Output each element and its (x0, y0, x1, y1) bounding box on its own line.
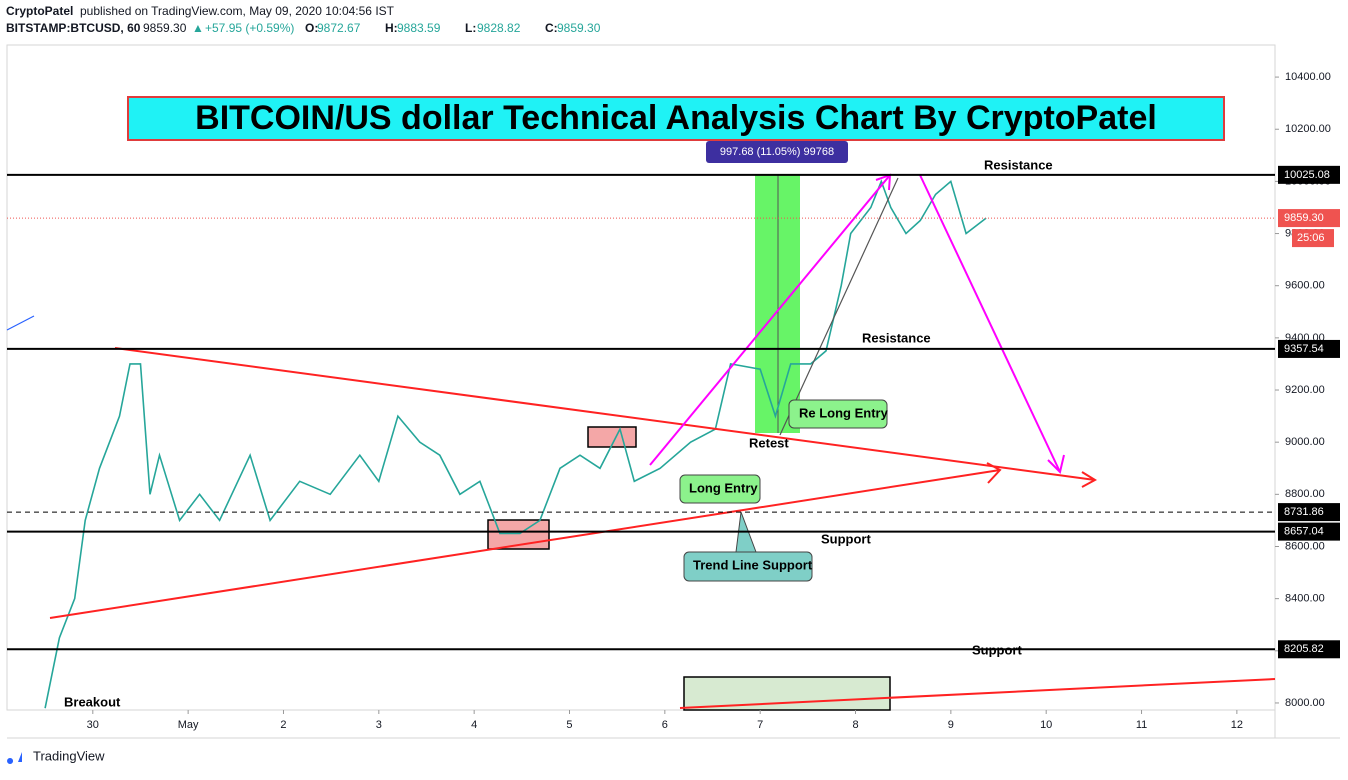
ohlc-value: 9883.59 (397, 21, 441, 35)
arrow-head (1081, 471, 1098, 488)
ohlc: O:9872.67 H: 9883.59 L: 9828.82 C: 9859.30 (305, 21, 601, 35)
level-tag (1278, 503, 1340, 522)
path-line (919, 174, 1061, 473)
path-line (649, 174, 891, 466)
y-tick-label: 8600.00 (1285, 540, 1325, 552)
ohlc-key: H: (385, 21, 398, 35)
y-tick-label: 9600.00 (1285, 280, 1325, 292)
trend-line (114, 347, 1096, 481)
annotation: Breakout (64, 694, 121, 709)
measure-box (706, 141, 848, 163)
axes: 8000.008200.008400.008600.008800.009000.… (7, 71, 1340, 731)
level-tag (1278, 522, 1340, 541)
projection-line (779, 177, 899, 436)
publisher: CryptoPatel (6, 4, 73, 18)
level-label: 8731.86 (1284, 506, 1324, 518)
annotation: Resistance (862, 330, 931, 345)
arrow-head (1047, 454, 1065, 474)
ohlc-key: L: (465, 21, 476, 35)
footer-brand: TradingView (33, 748, 105, 763)
callout (679, 474, 761, 504)
title-box (127, 96, 1225, 141)
ohlc-key: O: (305, 21, 318, 35)
y-tick-label: 10400.00 (1285, 71, 1331, 83)
y-tick-label: 8400.00 (1285, 593, 1325, 605)
published: published on TradingView.com, May 09, 20… (80, 4, 395, 18)
x-tick-label: 5 (566, 719, 572, 731)
x-tick-label: 7 (757, 719, 763, 731)
up-arrow: ▲ (192, 21, 204, 35)
annotation: Re Long Entry (799, 405, 889, 420)
level-label: 9357.54 (1284, 343, 1324, 355)
annotation: Retest (749, 435, 789, 450)
arrow-head (986, 462, 1002, 484)
x-tick-label: 3 (376, 719, 382, 731)
y-tick-label: 9200.00 (1285, 384, 1325, 396)
zone-box (683, 676, 891, 711)
brand-logo (7, 752, 22, 764)
annotation: Resistance (984, 157, 1053, 172)
change: +57.95 (+0.59%) (205, 21, 294, 35)
annotation: Long Entry (689, 480, 758, 495)
ohlc-value: 9828.82 (477, 21, 521, 35)
x-tick-label: 2 (280, 719, 286, 731)
trend-lines (6, 173, 1276, 709)
x-tick-label: May (178, 719, 199, 731)
x-tick-label: 10 (1040, 719, 1052, 731)
x-tick-label: 8 (852, 719, 858, 731)
price-line (44, 179, 987, 709)
x-tick-label: 30 (87, 719, 99, 731)
x-tick-label: 11 (1136, 719, 1147, 731)
countdown-label: 25:06 (1297, 232, 1325, 244)
ohlc-key: C: (545, 21, 558, 35)
callout (788, 399, 888, 429)
y-tick-label: 8000.00 (1285, 697, 1325, 709)
last-price-tag (1278, 209, 1340, 228)
arrow (6, 315, 35, 331)
level-tag (1278, 165, 1340, 184)
series-layer (44, 179, 987, 709)
level-tag (1278, 640, 1340, 659)
trend-line (679, 678, 1276, 709)
annotation: Support (821, 531, 871, 546)
x-tick-label: 12 (1231, 719, 1243, 731)
annotation: Trend Line Support (693, 557, 813, 572)
ohlc-value: 9872.67 (317, 21, 361, 35)
chart-title: BITCOIN/US dollar Technical Analysis Cha… (195, 99, 1157, 137)
annotations: ResistanceResistanceSupportSupportBreako… (64, 157, 1053, 709)
last: 9859.30 (143, 21, 187, 35)
y-tick-label: 9000.00 (1285, 436, 1325, 448)
y-tick-label: 10200.00 (1285, 123, 1331, 135)
last-price-label: 9859.30 (1284, 212, 1324, 224)
symbol: BITSTAMP:BTCUSD, 60 (6, 21, 141, 35)
y-tick-label: 8800.00 (1285, 488, 1325, 500)
level-label: 8205.82 (1284, 643, 1324, 655)
ohlc-value: 9859.30 (557, 21, 601, 35)
x-tick-label: 4 (471, 719, 477, 731)
x-tick-label: 9 (948, 719, 954, 731)
measure-label: 997.68 (11.05%) 99768 (720, 146, 834, 158)
x-tick-label: 6 (662, 719, 668, 731)
level-label: 8657.04 (1284, 526, 1324, 538)
countdown-tag (1292, 229, 1334, 248)
level-tag (1278, 339, 1340, 358)
level-label: 10025.08 (1284, 169, 1330, 181)
trend-line (49, 469, 1001, 619)
